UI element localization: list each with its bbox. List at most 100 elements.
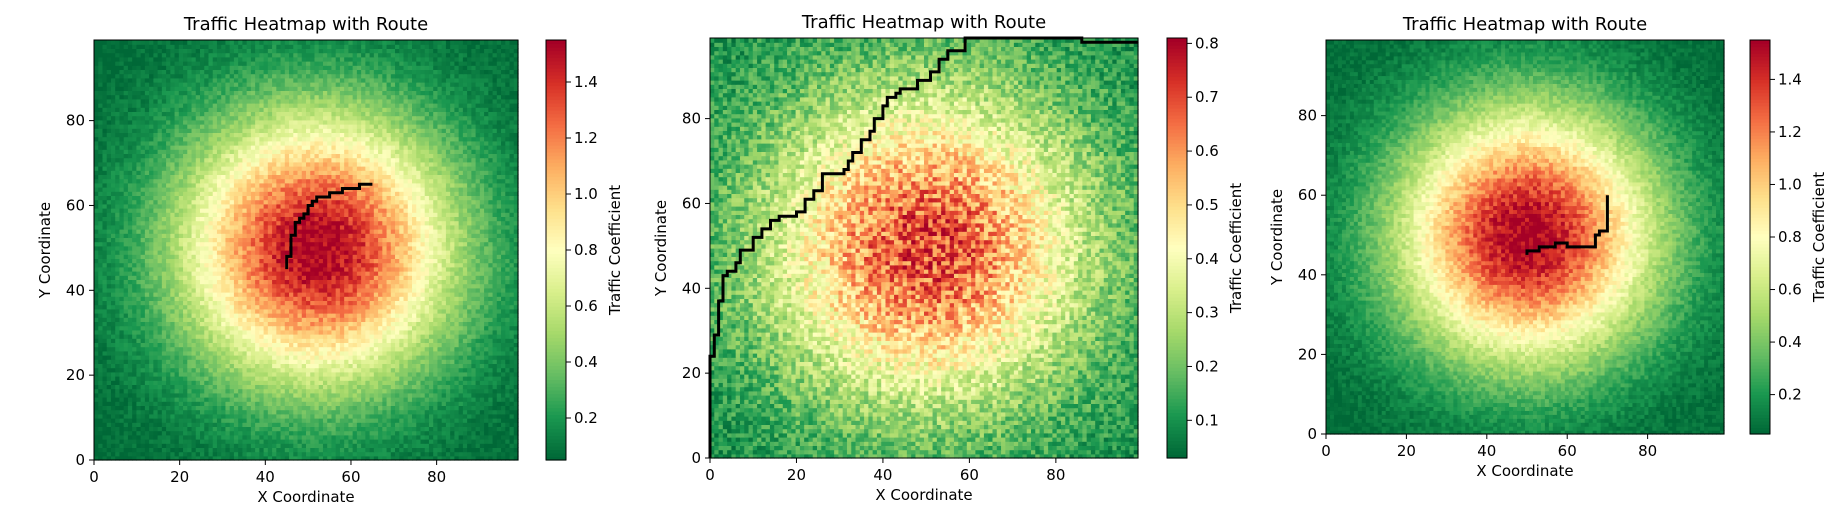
heatmap-cell (513, 258, 519, 264)
heatmap-cell (132, 355, 137, 360)
heatmap-cell (255, 447, 260, 453)
heatmap-cell (246, 405, 252, 411)
heatmap-cell (369, 321, 375, 327)
heatmap-cell (110, 338, 116, 343)
heatmap-cell (441, 308, 447, 314)
heatmap-cell (191, 350, 197, 356)
heatmap-cell (306, 304, 311, 310)
heatmap-cell (352, 413, 358, 419)
heatmap-cell (437, 342, 443, 348)
heatmap-cell (352, 359, 358, 364)
heatmap-cell (153, 266, 159, 272)
heatmap-cell (356, 325, 362, 331)
heatmap-cell (365, 451, 371, 457)
heatmap-cell (467, 262, 472, 268)
heatmap-cell (276, 401, 282, 406)
heatmap-cell (403, 338, 409, 343)
heatmap-cell (327, 392, 333, 398)
heatmap-cell (335, 283, 341, 289)
heatmap-cell (509, 384, 515, 390)
heatmap-cell (433, 350, 439, 356)
heatmap-cell (314, 275, 320, 280)
heatmap-cell (246, 359, 252, 364)
heatmap-cell (395, 283, 400, 289)
heatmap-cell (496, 397, 502, 402)
heatmap-cell (242, 409, 248, 415)
heatmap-cell (263, 443, 269, 448)
heatmap-cell (373, 304, 379, 310)
heatmap-cell (267, 313, 273, 318)
heatmap-cell (136, 321, 142, 327)
heatmap-cell (127, 308, 133, 314)
heatmap-cell (246, 413, 252, 419)
heatmap-cell (174, 451, 180, 457)
heatmap-cell (183, 346, 188, 352)
heatmap-cell (513, 455, 519, 461)
heatmap-cell (462, 313, 468, 318)
heatmap-cell (110, 304, 116, 310)
heatmap-cell (479, 359, 485, 364)
heatmap-cell (94, 334, 99, 339)
heatmap-cell (395, 350, 400, 356)
heatmap-cell (327, 317, 333, 322)
heatmap-cell (395, 388, 400, 394)
heatmap-cell (484, 426, 489, 432)
heatmap-cell (441, 266, 447, 272)
heatmap-cell (467, 418, 472, 423)
heatmap-cell (437, 338, 443, 343)
heatmap-cell (123, 443, 129, 448)
heatmap-cell (144, 308, 150, 314)
heatmap-cell (301, 413, 307, 419)
heatmap-cell (437, 413, 443, 419)
heatmap-cell (200, 443, 205, 448)
heatmap-cell (204, 409, 210, 415)
heatmap-cell (136, 292, 142, 297)
heatmap-cell (280, 283, 286, 289)
heatmap-cell (513, 342, 519, 348)
heatmap-cell (390, 313, 396, 318)
heatmap-cell (191, 409, 197, 415)
heatmap-cell (509, 350, 515, 356)
heatmap-cell (276, 380, 282, 385)
heatmap-cell (276, 367, 282, 373)
heatmap-cell (505, 430, 511, 436)
heatmap-cell (191, 380, 197, 385)
heatmap-cell (441, 283, 447, 289)
heatmap-cell (390, 363, 396, 369)
heatmap-cell (424, 258, 430, 264)
heatmap-cell (115, 380, 121, 385)
heatmap-cell (395, 321, 400, 327)
heatmap-cell (412, 388, 417, 394)
heatmap-cell (382, 346, 388, 352)
heatmap-cell (272, 296, 277, 301)
heatmap-cell (352, 426, 358, 432)
heatmap-cell (445, 334, 451, 339)
heatmap-cell (272, 308, 277, 314)
heatmap-cell (225, 317, 231, 322)
heatmap-cell (479, 317, 485, 322)
heatmap-cell (450, 418, 455, 423)
heatmap-cell (208, 308, 214, 314)
heatmap-cell (467, 283, 472, 289)
heatmap-cell (378, 363, 383, 369)
heatmap-cell (488, 325, 494, 331)
heatmap-cell (424, 367, 430, 373)
heatmap-cell (420, 426, 426, 432)
heatmap-cell (123, 266, 129, 272)
heatmap-cell (123, 338, 129, 343)
heatmap-cell (433, 455, 439, 461)
heatmap-cell (458, 254, 464, 259)
heatmap-cell (212, 418, 218, 423)
heatmap-cell (433, 413, 439, 419)
heatmap-cell (420, 287, 426, 293)
heatmap-cell (127, 426, 133, 432)
heatmap-cell (123, 455, 129, 461)
heatmap-cell (289, 329, 294, 335)
heatmap-cell (149, 426, 154, 432)
heatmap-cell (289, 308, 294, 314)
heatmap-cell (501, 338, 506, 343)
heatmap-cell (157, 430, 163, 436)
heatmap-cell (132, 321, 137, 327)
heatmap-cell (344, 434, 349, 440)
heatmap-cell (501, 304, 506, 310)
